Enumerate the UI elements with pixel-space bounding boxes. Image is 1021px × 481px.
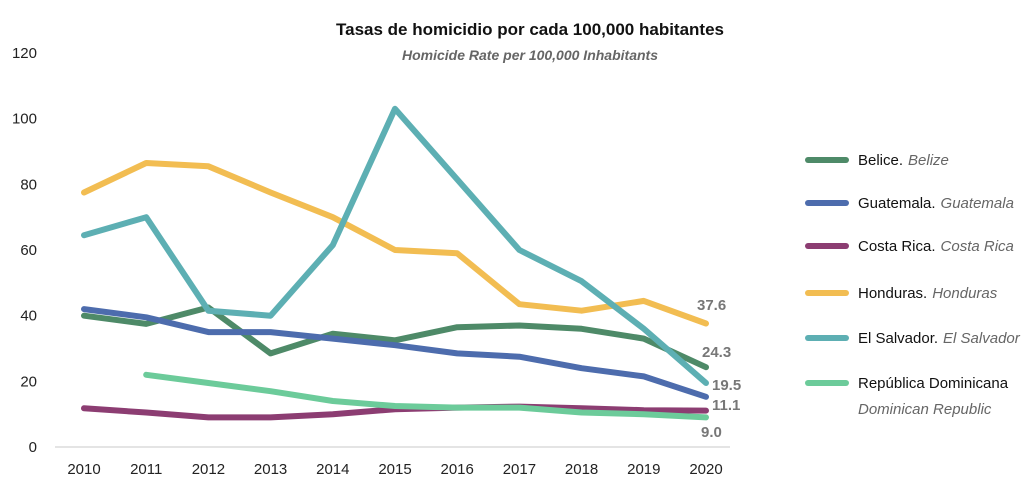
x-tick-label: 2011 <box>130 461 162 478</box>
legend-item: Guatemala. Guatemala <box>805 195 1014 212</box>
y-tick-label: 100 <box>12 111 37 128</box>
y-tick-label: 0 <box>29 439 37 456</box>
x-tick-label: 2018 <box>565 461 598 478</box>
series-line <box>81 306 709 400</box>
legend-item: El Salvador. El Salvador <box>805 330 1021 347</box>
x-tick-label: 2015 <box>378 461 411 478</box>
x-tick-label: 2017 <box>503 461 536 478</box>
legend-label: Costa Rica. Costa Rica <box>858 238 1014 255</box>
end-value-label: 9.0 <box>701 424 722 441</box>
x-tick-label: 2010 <box>67 461 100 478</box>
x-axis-ticks: 2010 2011 2012 2013 2014 2015 2016 2017 2018 2019… <box>67 461 722 478</box>
series-line <box>81 304 709 371</box>
legend-label: Honduras. Honduras <box>858 285 998 302</box>
end-value-label: 19.5 <box>712 377 741 394</box>
end-value-label: 37.6 <box>697 297 726 314</box>
legend-item: Belice. Belize <box>805 152 949 169</box>
series-line <box>81 105 709 386</box>
chart-title: Tasas de homicidio por cada 100,000 habi… <box>336 20 724 39</box>
legend-label-en: Dominican Republic <box>858 401 992 418</box>
x-tick-label: 2012 <box>192 461 225 478</box>
y-tick-label: 120 <box>12 45 37 62</box>
end-value-label: 24.3 <box>702 344 731 361</box>
chart-subtitle: Homicide Rate per 100,000 Inhabitants <box>402 47 658 63</box>
y-tick-label: 80 <box>20 176 37 193</box>
y-tick-label: 60 <box>20 242 37 259</box>
x-tick-label: 2020 <box>689 461 722 478</box>
end-value-label: 11.1 <box>712 397 740 414</box>
x-tick-label: 2014 <box>316 461 349 478</box>
end-labels: 24.3 11.1 37.6 19.5 9.0 <box>697 297 741 441</box>
series-lines <box>81 105 709 421</box>
legend-label: República Dominicana <box>858 375 1009 392</box>
x-tick-label: 2016 <box>441 461 474 478</box>
x-tick-label: 2019 <box>627 461 660 478</box>
legend-item: Costa Rica. Costa Rica <box>805 238 1014 255</box>
series-line <box>81 403 709 421</box>
legend-label: Belice. Belize <box>858 152 949 169</box>
series-line <box>81 160 709 327</box>
legend-item: Honduras. Honduras <box>805 285 998 302</box>
legend-label: El Salvador. El Salvador <box>858 330 1021 347</box>
series-line <box>143 371 709 421</box>
y-tick-label: 40 <box>20 308 37 325</box>
legend: Belice. Belize Guatemala. Guatemala Costa Ri… <box>805 152 1021 418</box>
legend-item: República Dominicana Dominican Republic <box>805 375 1009 418</box>
y-tick-label: 20 <box>20 373 37 390</box>
x-tick-label: 2013 <box>254 461 287 478</box>
legend-label: Guatemala. Guatemala <box>858 195 1014 212</box>
y-axis-ticks: 0 20 40 60 80 100 120 <box>12 45 37 456</box>
